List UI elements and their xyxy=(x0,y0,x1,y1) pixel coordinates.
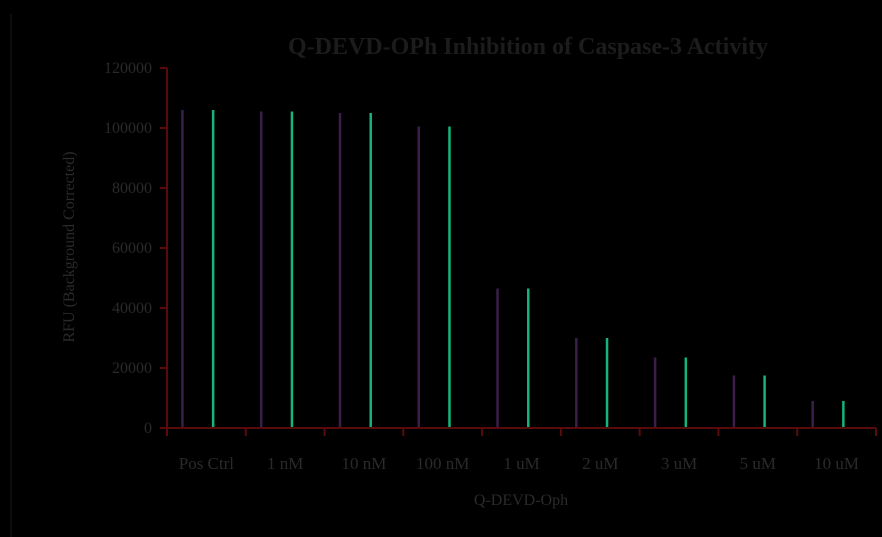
x-axis-label: Q-DEVD-Oph xyxy=(474,492,568,509)
y-axis-label: RFU (Background Corrected) xyxy=(61,151,78,342)
category-label: 5 uM xyxy=(740,454,776,473)
bar-2 xyxy=(527,288,530,428)
category-label: 1 nM xyxy=(267,454,303,473)
bar-1 xyxy=(417,126,421,428)
bar-2 xyxy=(211,110,215,428)
bar-1 xyxy=(259,111,263,428)
y-ticks: 0 20000 40000 60000 80000 100000 120000 xyxy=(104,60,167,437)
category-label: 3 uM xyxy=(661,454,697,473)
bar-2 xyxy=(448,126,451,428)
bar-1 xyxy=(496,288,499,428)
chart-title: Q-DEVD-OPh Inhibition of Caspase-3 Activ… xyxy=(288,34,768,60)
bar-2 xyxy=(763,375,766,428)
bars xyxy=(181,110,845,428)
bar-1 xyxy=(338,113,342,428)
bar-1 xyxy=(732,375,736,428)
category-labels: Pos Ctrl 1 nM 10 nM 100 nM 1 uM 2 uM 3 uM 5 uM 1… xyxy=(179,454,859,473)
bar-1 xyxy=(811,401,814,428)
bar-1 xyxy=(653,357,657,428)
bar-1 xyxy=(181,110,184,428)
bar-2 xyxy=(290,111,294,428)
category-label: Pos Ctrl xyxy=(179,454,235,473)
bar-2 xyxy=(369,113,372,428)
y-tick-label: 40000 xyxy=(112,300,152,317)
category-label: 100 nM xyxy=(416,454,469,473)
y-tick-label: 60000 xyxy=(112,240,152,257)
category-label: 1 uM xyxy=(503,454,539,473)
bar-2 xyxy=(605,338,609,428)
category-label: 2 uM xyxy=(582,454,618,473)
y-tick-label: 80000 xyxy=(112,180,152,197)
category-label: 10 nM xyxy=(342,454,387,473)
y-tick-label: 100000 xyxy=(104,120,152,137)
y-tick-label: 0 xyxy=(144,420,152,437)
bar-2 xyxy=(842,401,845,428)
bar-2 xyxy=(684,357,688,428)
y-tick-label: 120000 xyxy=(104,60,152,77)
bar-1 xyxy=(575,338,578,428)
y-tick-label: 20000 xyxy=(112,360,152,377)
category-label: 10 uM xyxy=(814,454,859,473)
